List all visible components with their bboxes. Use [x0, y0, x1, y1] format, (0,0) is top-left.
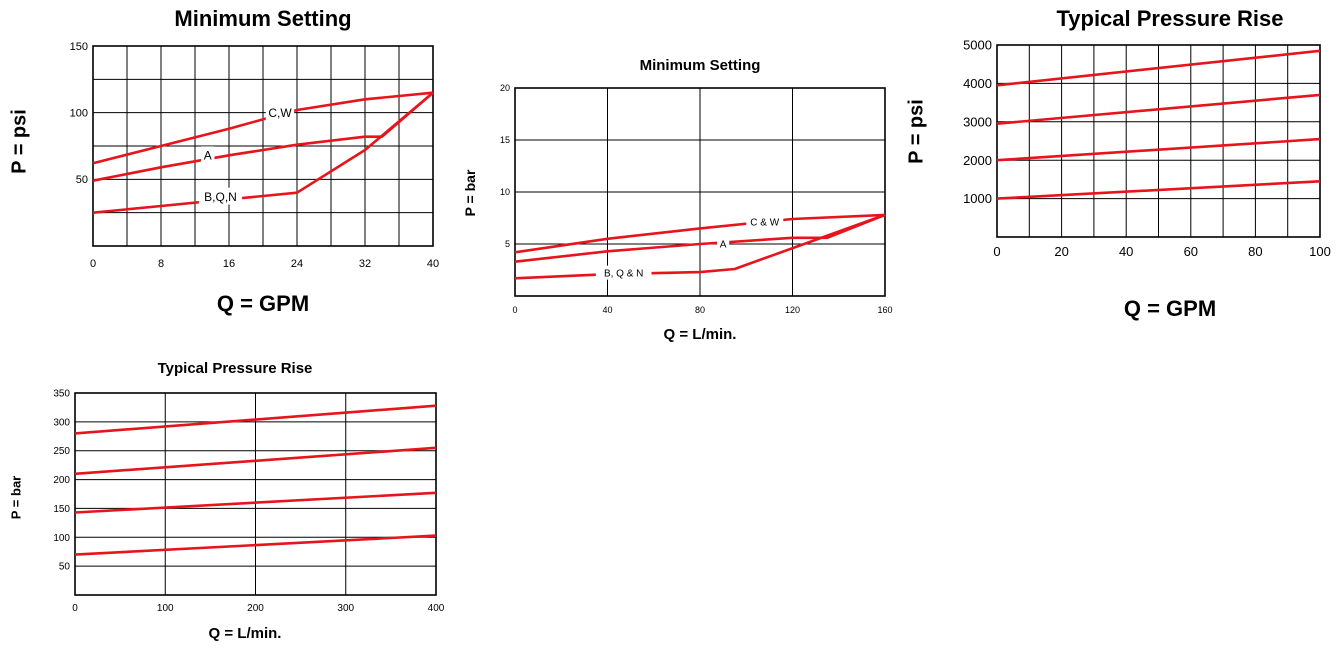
x-tick-label: 8: [158, 258, 164, 270]
x-tick-label: 40: [602, 305, 612, 315]
y-tick-label: 10: [500, 187, 510, 197]
x-tick-label: 0: [512, 305, 517, 315]
y-tick-label: 100: [53, 533, 70, 544]
x-tick-label: 200: [247, 603, 264, 614]
series-line: [996, 93, 1321, 125]
chart-title: Minimum Setting: [174, 6, 352, 31]
series-line: [996, 49, 1321, 87]
y-tick-label: 150: [53, 504, 70, 515]
series-line: [996, 180, 1321, 200]
series-line: [74, 404, 437, 435]
chart-min-setting-psi: Minimum Setting P = psi Q = GPM 0 8 16 24 32…: [0, 0, 445, 320]
plot-frame: [92, 45, 434, 247]
x-tick-label: 32: [359, 258, 371, 270]
y-tick-label: 20: [500, 83, 510, 93]
y-tick-label: 200: [53, 475, 70, 486]
series-line: [92, 91, 434, 214]
x-tick-label: 100: [157, 603, 174, 614]
series-line: [74, 491, 437, 514]
series-label-bg: [746, 214, 784, 229]
series-label: A: [720, 240, 727, 251]
chart-min-setting-bar: Minimum Setting P = bar Q = L/min. 0 40 80…: [455, 50, 895, 350]
series-line: [996, 137, 1321, 162]
x-tick-label: 120: [785, 305, 800, 315]
plot-frame: [996, 44, 1321, 238]
x-tick-label: 40: [1119, 244, 1133, 259]
x-tick-label: 0: [993, 244, 1000, 259]
series-line: [92, 91, 434, 165]
x-tick-label: 0: [72, 603, 78, 614]
y-tick-label: 50: [59, 562, 71, 573]
x-axis-label: Q = GPM: [216, 291, 310, 316]
series-label: B, Q & N: [604, 269, 643, 280]
y-tick-label: 50: [76, 174, 88, 186]
x-tick-label: 0: [90, 258, 96, 270]
series-label-bg: [198, 187, 243, 205]
chart-title: Typical Pressure Rise: [157, 360, 313, 377]
x-tick-label: 20: [1054, 244, 1068, 259]
y-tick-label: 350: [53, 389, 70, 400]
series-label-bg: [717, 236, 730, 251]
plot-area: 0 40 80 120 160 5 10 15 20 C & W A B, Q & N: [500, 83, 893, 315]
series-line: [514, 213, 886, 280]
x-tick-label: 24: [291, 258, 303, 270]
y-tick-label: 250: [53, 446, 70, 457]
x-tick-label: 16: [223, 258, 235, 270]
x-tick-label: 80: [695, 305, 705, 315]
chart-title: Typical Pressure Rise: [1056, 6, 1284, 31]
series-label: A: [204, 149, 212, 163]
y-tick-label: 15: [500, 135, 510, 145]
series-line: [514, 213, 886, 254]
series-label-bg: [595, 265, 652, 280]
y-tick-label: 4000: [963, 76, 992, 91]
y-tick-label: 5: [505, 239, 510, 249]
series-label: B,Q,N: [204, 190, 237, 204]
plot-area: 0 8 16 24 32 40 50 100 150 C,W A B,Q,N: [70, 41, 439, 270]
y-tick-label: 1000: [963, 191, 992, 206]
series-label: C,W: [268, 106, 292, 120]
y-tick-label: 150: [70, 41, 88, 53]
series-label-bg: [201, 146, 215, 164]
x-tick-label: 80: [1248, 244, 1262, 259]
x-tick-label: 300: [337, 603, 354, 614]
x-axis-label: Q = L/min.: [663, 326, 737, 343]
chart-title: Minimum Setting: [639, 57, 761, 74]
y-tick-label: 5000: [963, 38, 992, 53]
x-tick-label: 40: [427, 258, 439, 270]
plot-area: 0 100 200 300 400 50 100 150 200 250 300 350: [53, 389, 445, 615]
series-line: [514, 213, 886, 263]
series-label: C & W: [750, 218, 779, 229]
y-tick-label: 300: [53, 417, 70, 428]
x-axis-label: Q = L/min.: [208, 625, 282, 642]
plot-area: 0 20 40 60 80 100 1000 2000 3000 4000 5000: [963, 38, 1331, 259]
series-line: [74, 446, 437, 476]
plot-frame: [514, 87, 886, 297]
x-axis-label: Q = GPM: [1123, 296, 1217, 321]
y-tick-label: 3000: [963, 114, 992, 129]
x-tick-label: 400: [428, 603, 445, 614]
x-tick-label: 100: [1309, 244, 1331, 259]
x-tick-label: 60: [1184, 244, 1198, 259]
x-tick-label: 160: [877, 305, 892, 315]
series-line: [74, 534, 437, 556]
chart-pressure-rise-bar: Typical Pressure Rise P = bar Q = L/min.…: [0, 355, 455, 650]
y-tick-label: 100: [70, 108, 88, 120]
y-tick-label: 2000: [963, 153, 992, 168]
series-label-bg: [265, 103, 295, 121]
